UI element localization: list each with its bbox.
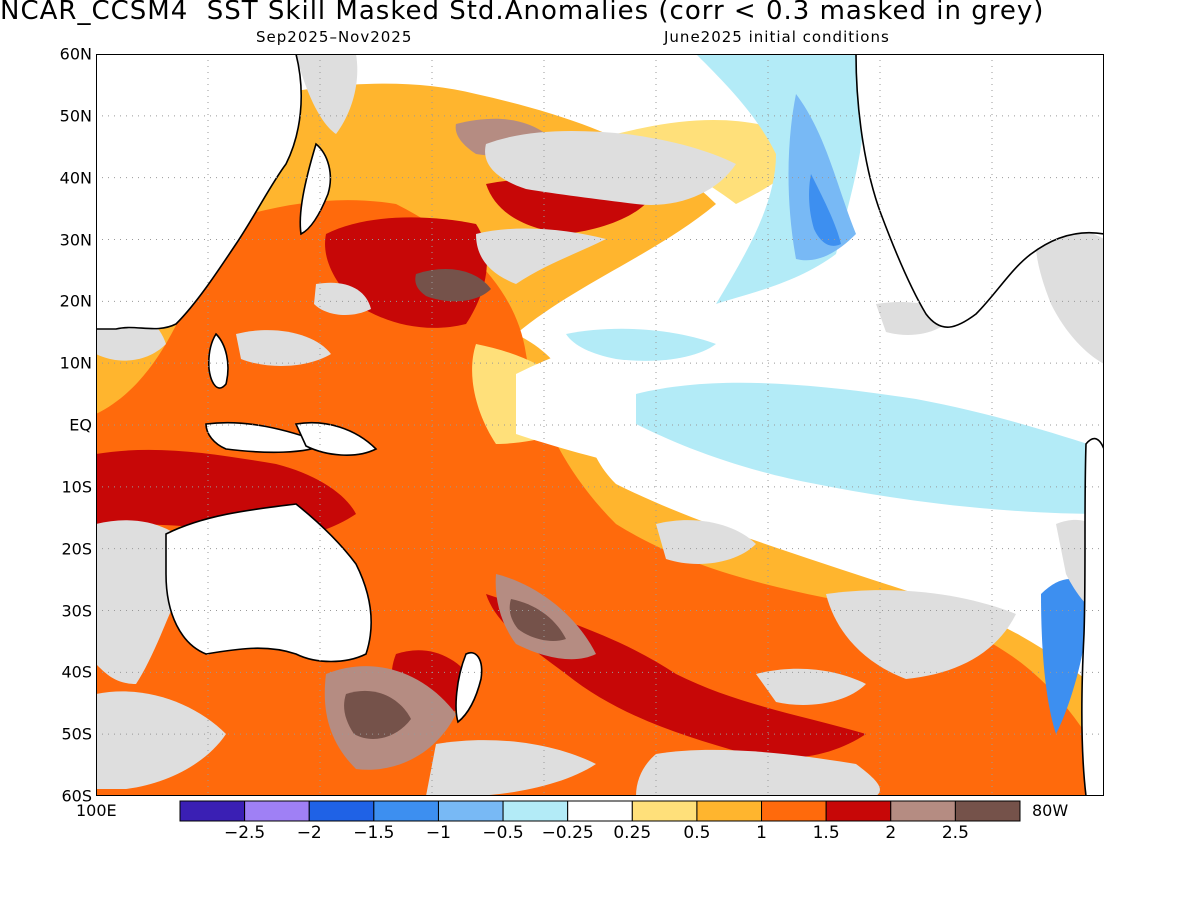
lat-label-10n: 10N [59,353,92,373]
colorbar-tick-label: 1 [756,823,767,843]
map-frame [96,54,1104,796]
colorbar-swatch [179,800,246,822]
initial-conditions: June2025 initial conditions [664,28,890,46]
south-america-outline [1081,437,1104,796]
lat-label-20s: 20S [61,539,92,559]
indonesia-outline [205,421,329,454]
lat-label-40s: 40S [61,662,92,682]
graticule [96,54,1104,796]
masked-regions [96,54,1104,796]
colorbar [179,800,1021,822]
lat-label-40n: 40N [59,168,92,188]
colorbar-swatch [567,800,633,822]
north-america-outline [855,54,1104,328]
lat-label-50n: 50N [59,106,92,126]
colorbar-swatch [696,800,763,822]
australia-outline [165,503,372,663]
colorbar-tick-label: 1.5 [812,823,840,843]
lat-label-20n: 20N [59,291,92,311]
japan-outline [299,142,332,236]
lat-label-10s: 10S [61,477,92,497]
anomaly-region-cold-pale [636,382,1104,514]
colorbar-tick-label: −2.5 [223,823,266,843]
anomaly-patch-brown-south-2 [344,690,411,739]
forecast-period: Sep2025–Nov2025 [256,28,413,46]
colorbar-tick-label: 2.5 [941,823,969,843]
sst-anomaly-map [96,54,1104,796]
colorbar-swatch [761,800,827,822]
colorbar-tick-label: 0.25 [613,823,652,843]
lat-label-eq: EQ [69,415,92,435]
anomaly-region-northeast-blue-2 [809,174,841,246]
colorbar-tick-label: −2 [296,823,322,843]
lat-label-30s: 30S [61,601,92,620]
land-masses [96,54,1104,796]
chart-title: NCAR_CCSM4 SST Skill Masked Std.Anomalie… [0,0,1045,26]
lat-label-30n: 30N [59,230,92,249]
lat-label-60s: 60S [61,786,92,806]
lat-label-50s: 50S [61,724,92,744]
colorbar-swatch [825,800,892,822]
colorbar-swatch [890,800,956,822]
anomaly-patch-brown-north-2 [415,269,491,302]
asia-outline [96,54,302,330]
new-zealand-outline [455,652,483,724]
lat-label-60n: 60N [59,44,92,64]
colorbar-swatch [308,800,375,822]
colorbar-swatch [954,800,1021,822]
colorbar-swatch [244,800,310,822]
colorbar-tick-label: −1.5 [353,823,395,843]
lon-label-right: 80W [1032,801,1069,820]
colorbar-tick-label: −0.5 [482,823,524,843]
colorbar-swatch [437,800,504,822]
anomaly-region-northeast-blue [788,94,856,261]
colorbar-tick-label: −0.25 [541,823,594,843]
new-guinea-outline [294,421,378,456]
colorbar-swatch [631,800,698,822]
anomaly-region-cold-pale-2 [566,328,716,361]
colorbar-swatch [502,800,569,822]
anomaly-patch-brown-central-2 [509,599,566,641]
lon-label-left: 100E [76,801,117,820]
colorbar-swatch [373,800,439,822]
colorbar-tick-label: 2 [885,823,897,843]
anomaly-region-southeast-blue [1041,579,1091,734]
colorbar-tick-label: 0.5 [683,823,711,843]
colorbar-tick-label: −1 [425,823,451,843]
philippines-outline [208,332,229,389]
